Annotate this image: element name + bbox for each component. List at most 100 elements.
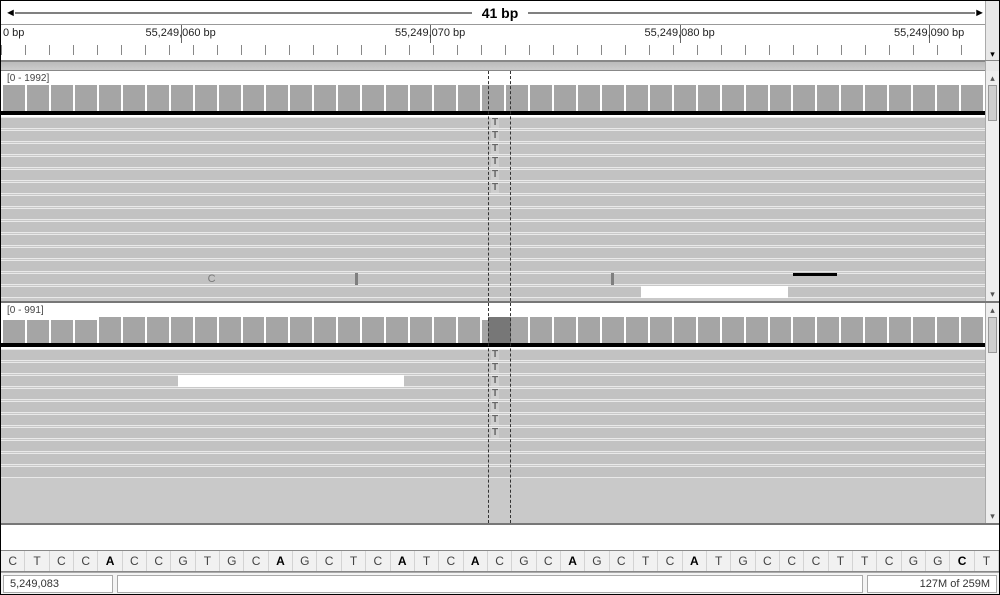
scroll-up-icon[interactable]: ▴ [986,71,999,85]
coverage-bar [626,317,648,343]
coverage-bar [434,317,456,343]
coverage-bar [650,317,672,343]
variant-base: T [491,388,499,399]
scroll-down-icon[interactable]: ▾ [986,287,999,301]
track1-scrollbar[interactable]: ▴ ▾ [985,71,999,301]
ruler-minor-tick [721,45,722,55]
ruler-minor-tick [937,45,938,55]
sequence-base: G [220,551,244,571]
ruler-minor-tick [889,45,890,55]
track2-scrollbar[interactable]: ▴ ▾ [985,303,999,523]
coverage-bar [937,85,959,111]
arrow-right-icon: ► [974,7,985,19]
coverage-bar [961,85,983,111]
sequence-base: A [269,551,293,571]
sequence-base: C [123,551,147,571]
ruler-minor-tick [961,45,962,55]
sequence-base: C [488,551,512,571]
status-locus: 5,249,083 [3,575,113,593]
scroll-down-icon[interactable]: ▾ [986,509,999,523]
coverage-bar [386,317,408,343]
ruler-minor-tick [865,45,866,55]
variant-base: T [491,182,499,193]
sequence-base: C [1,551,25,571]
ruler-minor-tick [361,45,362,55]
coverage-bar [195,317,217,343]
ruler-scrollbar[interactable]: ▾ [985,1,999,60]
sequence-base: C [366,551,390,571]
coverage-bar [865,317,887,343]
ruler-tick-label: 55,249,090 bp [894,27,964,39]
coverage-bar [674,317,696,343]
scroll-thumb[interactable] [988,85,997,121]
sequence-base: A [561,551,585,571]
alignment-track-1[interactable]: [0 - 1992] TTTTTTC ▴ ▾ [1,71,999,303]
coverage-bar [362,85,384,111]
coverage-bar [530,85,552,111]
coverage-bar [602,317,624,343]
variant-base: T [491,143,499,154]
ruler-minor-tick [649,45,650,55]
sequence-base: T [829,551,853,571]
mismatch-base: C [208,273,216,285]
coverage-bar [746,317,768,343]
sequence-base: C [610,551,634,571]
read-gap [178,375,404,387]
track2-scale: [0 - 991] [5,305,46,316]
coverage-bar [434,85,456,111]
variant-base: T [491,375,499,386]
sequence-base: G [731,551,755,571]
sequence-base: G [512,551,536,571]
coverage-bar [554,317,576,343]
span-label: 41 bp [476,5,525,21]
ruler-minor-tick [73,45,74,55]
ruler-minor-tick [577,45,578,55]
ruler-minor-tick [505,45,506,55]
coverage-bar [410,317,432,343]
coverage-bar [171,317,193,343]
sequence-base: A [391,551,415,571]
ruler-minor-tick [601,45,602,55]
sequence-base: C [147,551,171,571]
coverage-bar [554,85,576,111]
coverage-bar [793,317,815,343]
coverage-bar [841,317,863,343]
sequence-base: G [926,551,950,571]
ruler-minor-tick [385,45,386,55]
track1-body: TTTTTTC [1,71,985,301]
ruler-minor-tick [745,45,746,55]
coverage-bar [650,85,672,111]
coverage-bar [746,85,768,111]
ruler-line-right [528,12,975,13]
coverage-bar [793,85,815,111]
coverage-bar [3,85,25,111]
coverage-bar [913,85,935,111]
coverage-bar [75,85,97,111]
sequence-base: T [196,551,220,571]
ruler-ticks: 0 bp 55,249,060 bp55,249,070 bp55,249,08… [1,25,999,61]
coverage-bar [243,85,265,111]
coverage-bar [937,317,959,343]
ruler-band-sb[interactable] [985,61,999,71]
alignment-track-2[interactable]: [0 - 991] TTTTTTT ▴ ▾ [1,303,999,525]
coverage-bar [314,317,336,343]
coverage-bar [722,85,744,111]
ruler-panel: ◄ 41 bp ► 0 bp 55,249,060 bp55,249,070 b… [1,1,999,61]
scroll-up-icon[interactable]: ▴ [986,303,999,317]
coverage-bar [674,85,696,111]
coverage-bar [362,317,384,343]
scroll-thumb[interactable] [988,317,997,353]
sequence-base: C [877,551,901,571]
sequence-base: C [439,551,463,571]
status-memory: 127M of 259M [867,575,997,593]
sequence-base: C [756,551,780,571]
coverage-bar [123,85,145,111]
coverage-bar [865,85,887,111]
track2-body: TTTTTTT [1,303,985,523]
coverage-bar [99,85,121,111]
coverage-bar [314,85,336,111]
insertion-mark [355,273,358,285]
ruler-start-label: 0 bp [3,27,24,39]
coverage-bar [99,317,121,343]
variant-base: T [491,427,499,438]
